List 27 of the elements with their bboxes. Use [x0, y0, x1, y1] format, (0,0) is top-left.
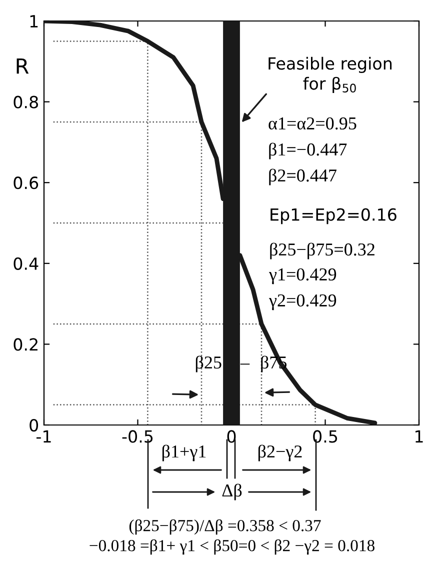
annotation: γ2=0.429: [268, 294, 336, 310]
text: β2−γ2: [258, 444, 302, 462]
annotation: –: [240, 364, 250, 365]
annotation: Feasible region for β$_{50}$: [268, 56, 392, 94]
y-tick-label: 1: [30, 15, 38, 28]
x-tick-label: 0.5: [313, 430, 338, 443]
annotation: β25−β75=0.32: [270, 242, 374, 260]
text: Δβ: [222, 484, 242, 500]
y-axis-title: R: [16, 58, 29, 74]
y-tick-label: 0.2: [14, 338, 38, 351]
y-tick-label: 0.4: [14, 257, 38, 270]
text: β1+γ1: [162, 444, 206, 462]
y-tick-label: 0.6: [14, 176, 38, 190]
annotation: Ep1=Ep2=0.16: [270, 208, 396, 224]
x-tick-label: -1: [36, 430, 51, 443]
annotation: β25: [196, 356, 222, 372]
annotation: γ1=0.429: [268, 268, 336, 284]
text: (β25−β75)/Δβ =0.358 < 0.37: [129, 519, 321, 535]
x-tick-label: 0: [227, 430, 236, 443]
x-tick-label: 1: [416, 430, 423, 443]
x-tick-label: -0.5: [122, 430, 153, 443]
text: −0.018 =β1+ γ1 < β50=0 < β2 −γ2 = 0.018: [90, 539, 374, 555]
annotation: α1=α2=0.95: [268, 117, 356, 130]
y-tick-label: 0: [30, 418, 38, 432]
y-tick-label: 0.8: [14, 96, 38, 108]
annotation: β1=−0.447: [269, 142, 347, 160]
annotation: β2=0.447: [269, 168, 337, 186]
